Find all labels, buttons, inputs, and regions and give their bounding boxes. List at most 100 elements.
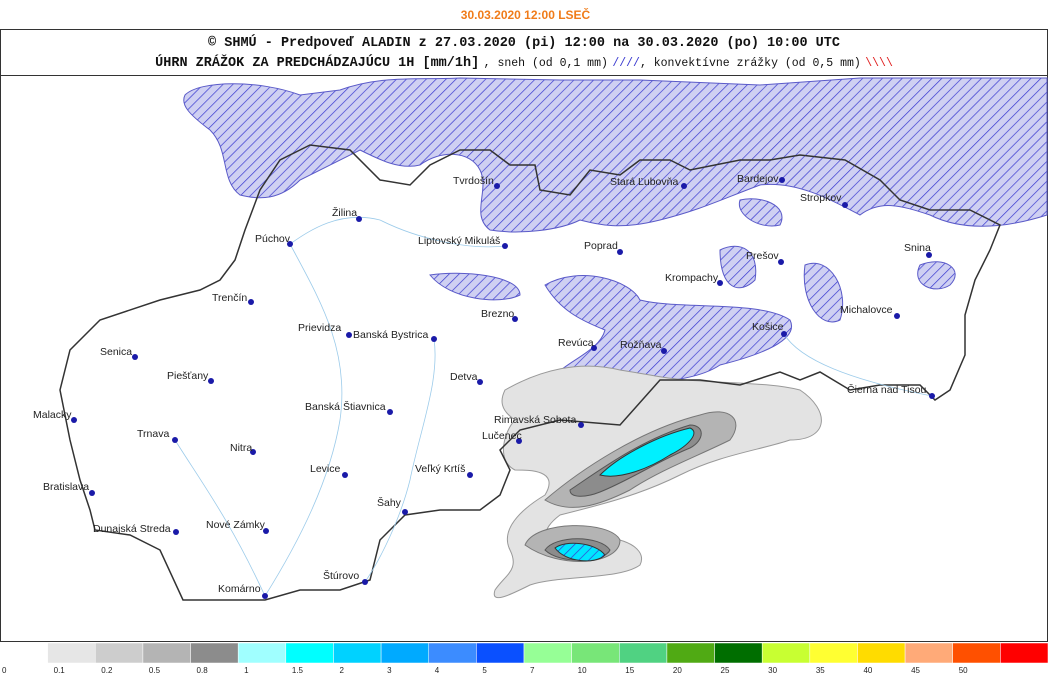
city-label: Veľký Krtíš	[415, 463, 465, 475]
city-label: Štúrovo	[323, 569, 359, 582]
legend-swatch	[237, 642, 287, 664]
city-label: Krompachy	[665, 272, 719, 284]
city-label: Liptovský Mikuláš	[418, 235, 500, 247]
city-label: Snina	[904, 242, 931, 254]
legend-label: 1	[244, 666, 249, 675]
city-dot	[617, 249, 623, 255]
city-label: Žilina	[332, 206, 357, 219]
city-label: Nitra	[230, 442, 252, 454]
legend-swatch	[523, 642, 572, 664]
city-label: Nové Zámky	[206, 519, 266, 531]
city-dot	[578, 422, 584, 428]
city-dot	[502, 243, 508, 249]
legend-swatch	[571, 642, 620, 664]
snow-symbol: ////	[612, 57, 640, 70]
convective-symbol: \\\\	[865, 57, 893, 70]
city-dot	[467, 472, 473, 478]
legend-label: 0.2	[101, 666, 113, 675]
city-label: Košice	[752, 321, 784, 333]
city-label: Piešťany	[167, 370, 209, 382]
city-label: Dunajská Streda	[93, 523, 171, 535]
city-dot	[681, 183, 687, 189]
city-dot	[894, 313, 900, 319]
city-label: Šahy	[377, 496, 402, 509]
city-label: Malacky	[33, 409, 72, 421]
city-dot	[387, 409, 393, 415]
legend-label: 25	[721, 666, 730, 675]
legend-label: 0.5	[149, 666, 161, 675]
city-label: Rimavská Sobota	[494, 414, 576, 426]
legend-label: 5	[482, 666, 487, 675]
legend-swatch	[190, 642, 239, 664]
legend-swatch	[714, 642, 763, 664]
legend-label: 20	[673, 666, 682, 675]
city-dot	[431, 336, 437, 342]
rain-area	[599, 427, 695, 477]
legend-label: 0.1	[54, 666, 66, 675]
city-dot	[173, 529, 179, 535]
date: 30.03.2020 12:00 LSEČ	[460, 8, 591, 22]
city-label: Rožňava	[620, 339, 662, 351]
legend-label: 4	[435, 666, 440, 675]
legend-swatch	[285, 642, 334, 664]
city-label: Trenčín	[212, 292, 247, 304]
header-snow: , sneh (od 0,1 mm)	[484, 57, 608, 70]
city-dot	[362, 579, 368, 585]
legend-label: 7	[530, 666, 535, 675]
header-convective: , konvektívne zrážky (od 0,5 mm)	[640, 57, 861, 70]
city-dot	[402, 509, 408, 515]
precipitation	[183, 77, 1048, 599]
city-dot	[250, 449, 256, 455]
legend-label: 10	[578, 666, 587, 675]
legend-swatch	[380, 642, 429, 664]
legend-label: 40	[863, 666, 872, 675]
legend-swatch	[952, 642, 1001, 664]
city-dot	[172, 437, 178, 443]
city-label: Brezno	[481, 308, 514, 320]
city-dot	[287, 241, 293, 247]
city-label: Púchov	[255, 233, 291, 245]
legend-swatch	[428, 642, 477, 664]
legend-swatch	[904, 642, 953, 664]
city-label: Banská Štiavnica	[305, 400, 386, 413]
city-dot	[263, 528, 269, 534]
legend-label: 50	[959, 666, 968, 675]
legend-label: 1.5	[292, 666, 304, 675]
legend-swatch	[1000, 642, 1049, 664]
city-dot	[779, 177, 785, 183]
city-label: Komárno	[218, 583, 261, 595]
legend-label: 0.8	[197, 666, 209, 675]
legend-swatch	[0, 642, 48, 664]
city-label: Bratislava	[43, 481, 89, 493]
city-label: Stará Ľubovňa	[610, 176, 678, 188]
city-label: Prešov	[746, 250, 779, 262]
city-dot	[262, 593, 268, 599]
snow-area	[429, 198, 956, 394]
legend-label: 15	[625, 666, 634, 675]
city-label: Čierna nad Tisou	[847, 383, 927, 396]
legend-swatch	[95, 642, 144, 664]
city-dot	[356, 216, 362, 222]
city-dot	[132, 354, 138, 360]
legend-swatch	[476, 642, 525, 664]
legend-swatch	[809, 642, 858, 664]
cities: Tvrdošín Stará Ľubovňa Bardejov Stropkov Žil…	[33, 173, 935, 599]
city-label: Detva	[450, 371, 478, 383]
city-label: Banská Bystrica	[353, 329, 428, 341]
city-label: Poprad	[584, 240, 618, 252]
city-dot	[512, 316, 518, 322]
city-label: Prievidza	[298, 322, 341, 334]
legend-swatch	[142, 642, 191, 664]
city-dot	[929, 393, 935, 399]
city-label: Tvrdošín	[453, 175, 494, 187]
city-dot	[717, 280, 723, 286]
header-line: © SHMÚ - Predpoveď ALADIN z 27.03.2020 (…	[208, 35, 840, 51]
legend-swatch	[857, 642, 906, 664]
city-label: Lučenec	[482, 430, 522, 442]
city-dot	[208, 378, 214, 384]
city-dot	[346, 332, 352, 338]
legend-swatch	[619, 642, 668, 664]
city-dot	[342, 472, 348, 478]
